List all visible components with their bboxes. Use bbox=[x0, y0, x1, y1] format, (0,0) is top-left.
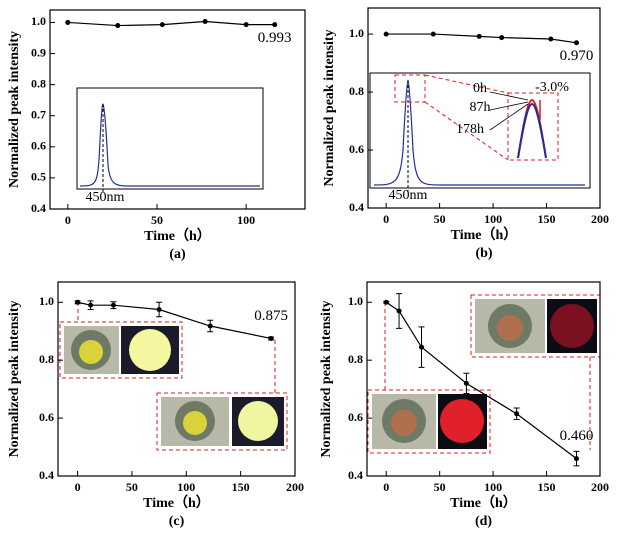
x-tick-label: 150 bbox=[538, 480, 556, 494]
y-tick-label: 0.7 bbox=[31, 107, 46, 121]
x-axis-title: Time（h） bbox=[143, 495, 210, 511]
annotation: 0h bbox=[473, 81, 487, 96]
y-tick-label: 0.8 bbox=[349, 84, 364, 98]
x-tick-label: 150 bbox=[538, 212, 556, 226]
value-label: 0.460 bbox=[560, 428, 594, 444]
annotation: 450nm bbox=[86, 190, 125, 205]
y-tick-label: 0.4 bbox=[349, 200, 364, 214]
data-point bbox=[573, 40, 579, 46]
annotation: 450nm bbox=[389, 188, 428, 203]
annotation: 87h bbox=[470, 100, 491, 115]
y-tick-label: 0.8 bbox=[348, 352, 363, 366]
data-point bbox=[383, 299, 389, 305]
data-point bbox=[396, 308, 402, 314]
y-tick-label: 0.6 bbox=[349, 142, 364, 156]
data-point bbox=[463, 380, 469, 386]
y-tick-label: 0.8 bbox=[39, 352, 54, 366]
x-axis-title: Time（h） bbox=[144, 228, 211, 244]
x-tick-label: 100 bbox=[177, 480, 195, 494]
y-tick-label: 0.4 bbox=[39, 468, 54, 482]
caption: (c) bbox=[169, 514, 185, 529]
data-point bbox=[272, 22, 278, 28]
y-tick-label: 1.0 bbox=[31, 14, 46, 28]
photos-c bbox=[59, 302, 288, 451]
y-tick-label: 0.4 bbox=[348, 468, 363, 482]
data-point bbox=[110, 302, 116, 308]
inset-b bbox=[369, 72, 591, 192]
data-point bbox=[419, 344, 425, 350]
y-tick-label: 0.6 bbox=[39, 410, 54, 424]
data-point bbox=[75, 299, 81, 305]
x-tick-label: 50 bbox=[434, 212, 446, 226]
x-tick-label: 100 bbox=[237, 213, 255, 227]
data-point bbox=[159, 22, 165, 28]
data-point bbox=[514, 411, 520, 417]
y-tick-label: 0.4 bbox=[31, 201, 46, 215]
y-tick-label: 0.6 bbox=[31, 139, 46, 153]
plot-frame bbox=[367, 7, 601, 209]
data-point bbox=[156, 307, 162, 313]
x-tick-label: 50 bbox=[126, 480, 138, 494]
inset-a bbox=[76, 87, 264, 192]
data-point bbox=[243, 22, 249, 28]
data-point bbox=[88, 302, 94, 308]
x-tick-label: 200 bbox=[286, 480, 304, 494]
series-line bbox=[385, 301, 577, 460]
y-axis-title: Normalized peak intensity bbox=[7, 300, 22, 457]
caption: (d) bbox=[475, 514, 492, 529]
y-axis-title: Normalized peak intensity bbox=[322, 29, 337, 186]
data-point bbox=[573, 456, 579, 462]
caption: (a) bbox=[169, 247, 186, 262]
y-tick-label: 0.8 bbox=[31, 76, 46, 90]
series-line bbox=[67, 20, 275, 27]
series-line bbox=[386, 33, 577, 44]
y-tick-label: 0.9 bbox=[31, 45, 46, 59]
y-tick-label: 1.0 bbox=[39, 294, 54, 308]
annotation: 178h bbox=[456, 122, 484, 137]
data-point bbox=[115, 23, 121, 29]
x-tick-label: 0 bbox=[65, 213, 71, 227]
x-tick-label: 50 bbox=[151, 213, 163, 227]
x-axis-title: Time（h） bbox=[451, 227, 518, 243]
value-label: 0.970 bbox=[560, 48, 594, 64]
data-point bbox=[268, 335, 274, 341]
x-tick-label: 0 bbox=[75, 480, 81, 494]
plot-frame bbox=[57, 281, 296, 477]
x-tick-label: 100 bbox=[484, 212, 502, 226]
x-tick-label: 0 bbox=[383, 212, 389, 226]
plot-frame bbox=[49, 9, 306, 210]
data-point bbox=[202, 19, 208, 25]
data-point bbox=[499, 35, 505, 41]
photos-d bbox=[367, 294, 601, 454]
y-tick-label: 1.0 bbox=[349, 26, 364, 40]
value-label: 0.993 bbox=[258, 30, 292, 46]
annotation: -3.0% bbox=[535, 80, 569, 95]
x-tick-label: 200 bbox=[591, 480, 609, 494]
y-axis-title: Normalized peak intensity bbox=[7, 31, 22, 188]
y-tick-label: 0.6 bbox=[348, 410, 363, 424]
data-point bbox=[65, 19, 71, 25]
data-point bbox=[383, 31, 389, 37]
data-point bbox=[548, 36, 554, 42]
caption: (b) bbox=[475, 246, 492, 261]
plot-frame bbox=[366, 281, 601, 477]
x-tick-label: 150 bbox=[232, 480, 250, 494]
y-tick-label: 0.5 bbox=[31, 170, 46, 184]
data-point bbox=[476, 33, 482, 39]
x-tick-label: 200 bbox=[591, 212, 609, 226]
y-tick-label: 1.0 bbox=[348, 294, 363, 308]
y-axis-title: Normalized peak intensity bbox=[319, 300, 334, 457]
x-tick-label: 0 bbox=[383, 480, 389, 494]
value-label: 0.875 bbox=[254, 308, 288, 324]
x-tick-label: 100 bbox=[484, 480, 502, 494]
x-tick-label: 50 bbox=[434, 480, 446, 494]
data-point bbox=[207, 323, 213, 329]
x-axis-title: Time（h） bbox=[450, 495, 517, 511]
data-point bbox=[430, 31, 436, 37]
